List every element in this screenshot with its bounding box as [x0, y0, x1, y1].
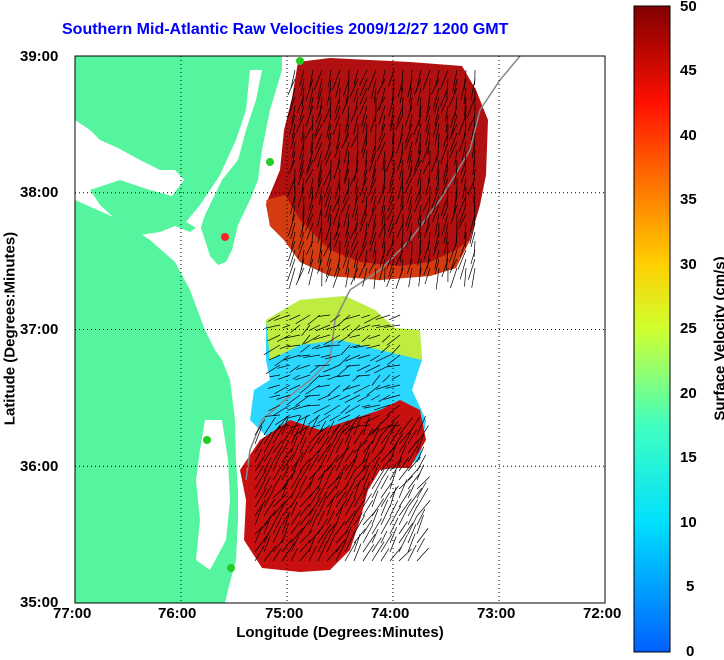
station-marker [203, 436, 211, 444]
x-tick-label: 72:00 [583, 605, 621, 622]
colorbar-tick-label: 45 [680, 62, 697, 79]
y-axis-label: Latitude (Degrees:Minutes) [2, 229, 19, 429]
colorbar-tick-label: 10 [680, 514, 697, 531]
station-marker [266, 158, 274, 166]
station-marker [227, 564, 235, 572]
colorbar-label: Surface Velocity (cm/s) [712, 219, 724, 459]
y-tick-label: 38:00 [20, 184, 58, 201]
colorbar-tick-label: 30 [680, 256, 697, 273]
colorbar-tick-label: 5 [686, 578, 694, 595]
x-axis-label: Longitude (Degrees:Minutes) [75, 624, 605, 641]
colorbar-tick-label: 25 [680, 320, 697, 337]
station-marker [296, 57, 304, 65]
x-tick-label: 76:00 [158, 605, 196, 622]
x-tick-label: 75:00 [265, 605, 303, 622]
colorbar-tick-label: 50 [680, 0, 697, 15]
colorbar-tick-label: 15 [680, 449, 697, 466]
y-tick-label: 39:00 [20, 48, 58, 65]
colorbar-tick-label: 40 [680, 127, 697, 144]
colorbar-tick-label: 35 [680, 191, 697, 208]
colorbar [634, 6, 670, 652]
x-tick-label: 77:00 [53, 605, 91, 622]
colorbar-tick-label: 0 [686, 643, 694, 660]
x-tick-label: 74:00 [371, 605, 409, 622]
station-marker-red [221, 233, 229, 241]
y-tick-label: 37:00 [20, 321, 58, 338]
colorbar-tick-label: 20 [680, 385, 697, 402]
y-tick-label: 36:00 [20, 458, 58, 475]
x-tick-label: 73:00 [477, 605, 515, 622]
